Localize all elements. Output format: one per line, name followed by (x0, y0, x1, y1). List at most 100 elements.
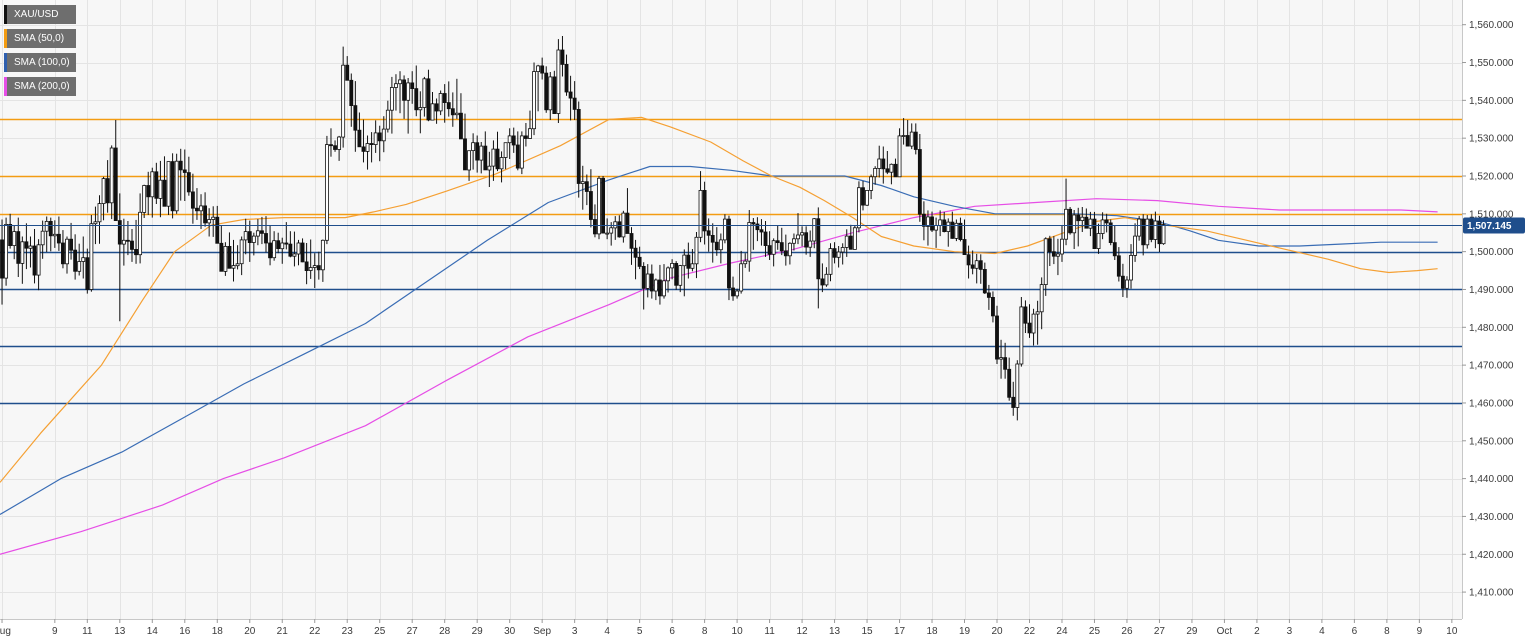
candle[interactable] (625, 188, 630, 234)
candle[interactable] (491, 140, 496, 181)
candle[interactable] (718, 233, 723, 264)
candle[interactable] (454, 78, 459, 119)
candle[interactable] (499, 151, 504, 183)
candle[interactable] (946, 218, 951, 247)
candle[interactable] (414, 65, 419, 117)
candle[interactable] (1137, 216, 1142, 241)
candle[interactable] (1027, 304, 1032, 338)
candle[interactable] (381, 116, 386, 153)
candle[interactable] (662, 264, 666, 299)
candle[interactable] (85, 248, 90, 294)
candle[interactable] (1145, 215, 1150, 249)
candle[interactable] (1120, 263, 1125, 297)
candle[interactable] (921, 201, 926, 241)
legend-item-sma50[interactable]: SMA (50,0) (4, 29, 76, 48)
candle[interactable] (195, 188, 199, 220)
candle[interactable] (239, 236, 244, 276)
candle[interactable] (982, 262, 987, 294)
candle[interactable] (345, 56, 350, 81)
candle[interactable] (28, 236, 33, 268)
candle[interactable] (422, 76, 427, 117)
candle[interactable] (1092, 211, 1097, 250)
candle[interactable] (641, 262, 646, 310)
candle[interactable] (523, 123, 528, 147)
candle[interactable] (211, 206, 216, 237)
candle[interactable] (1043, 237, 1048, 296)
candle[interactable] (1133, 223, 1138, 262)
candle[interactable] (450, 92, 455, 127)
candle[interactable] (966, 245, 971, 279)
candle[interactable] (999, 339, 1003, 379)
candle[interactable] (739, 250, 744, 294)
candle[interactable] (1153, 211, 1158, 249)
candle[interactable] (333, 140, 337, 152)
candle[interactable] (1047, 235, 1052, 266)
candle[interactable] (109, 145, 114, 220)
candle[interactable] (978, 254, 983, 284)
candle[interactable] (881, 146, 886, 184)
candle[interactable] (292, 231, 297, 267)
candle[interactable] (698, 171, 703, 243)
candle[interactable] (800, 226, 804, 247)
candle[interactable] (1149, 214, 1154, 243)
candle[interactable] (316, 251, 321, 280)
candle[interactable] (702, 181, 707, 245)
candle[interactable] (389, 76, 394, 134)
candle[interactable] (678, 264, 683, 293)
candle[interactable] (276, 232, 281, 254)
candle[interactable] (552, 70, 557, 115)
candle[interactable] (105, 160, 110, 213)
candle[interactable] (341, 46, 346, 148)
candle[interactable] (584, 174, 589, 206)
candle[interactable] (158, 160, 163, 218)
candle[interactable] (32, 229, 37, 284)
candle[interactable] (207, 208, 212, 237)
candle[interactable] (126, 221, 130, 256)
candle[interactable] (438, 90, 443, 116)
candle[interactable] (61, 230, 65, 269)
candle[interactable] (763, 221, 768, 257)
candle[interactable] (974, 253, 979, 284)
candle[interactable] (544, 66, 549, 113)
candle[interactable] (40, 220, 45, 259)
candle[interactable] (954, 219, 959, 242)
candle[interactable] (564, 54, 569, 96)
candle[interactable] (304, 243, 309, 285)
candle[interactable] (877, 145, 882, 178)
candle[interactable] (36, 239, 41, 291)
candle[interactable] (446, 81, 451, 117)
candle[interactable] (97, 195, 102, 244)
candle[interactable] (373, 120, 378, 153)
candle[interactable] (917, 134, 922, 222)
candle[interactable] (357, 112, 362, 148)
candle[interactable] (727, 215, 731, 301)
candle[interactable] (434, 98, 439, 124)
candle[interactable] (406, 78, 411, 134)
candle[interactable] (89, 215, 94, 292)
candle[interactable] (755, 217, 760, 242)
candle[interactable] (56, 216, 61, 251)
candle[interactable] (353, 81, 358, 152)
candle[interactable] (426, 69, 431, 122)
candle[interactable] (913, 123, 918, 155)
candle[interactable] (199, 194, 203, 229)
candle[interactable] (77, 243, 82, 276)
candle[interactable] (1039, 277, 1044, 330)
candle[interactable] (255, 219, 260, 246)
candle[interactable] (284, 222, 289, 250)
legend-item-xauusd[interactable]: XAU/USD (4, 5, 76, 24)
candle[interactable] (597, 176, 601, 240)
candle[interactable] (796, 213, 800, 245)
candle[interactable] (714, 227, 719, 256)
candle[interactable] (787, 242, 792, 265)
candle[interactable] (735, 288, 740, 299)
candle[interactable] (804, 226, 809, 255)
candle[interactable] (808, 230, 813, 257)
candle[interactable] (540, 57, 545, 80)
candle[interactable] (885, 151, 890, 175)
candle[interactable] (926, 210, 930, 246)
candle[interactable] (930, 211, 934, 232)
candle[interactable] (272, 231, 277, 261)
candle[interactable] (81, 236, 86, 279)
candle[interactable] (251, 232, 256, 256)
